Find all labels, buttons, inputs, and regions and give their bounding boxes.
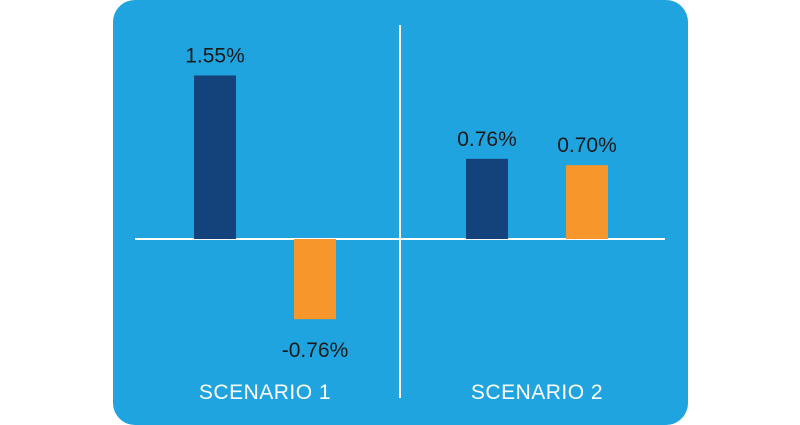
bar-series-1-scenario-1 <box>194 75 236 239</box>
bar-series-1-scenario-2 <box>466 158 508 239</box>
bar-series-2-scenario-1 <box>294 239 336 320</box>
bar-series-2-scenario-2 <box>566 165 608 239</box>
value-label-series-2-scenario-2: 0.70% <box>557 134 617 157</box>
value-label-series-2-scenario-1: -0.76% <box>282 339 349 362</box>
bars-layer <box>194 75 608 320</box>
category-label-scenario-2: SCENARIO 2 <box>471 381 603 404</box>
value-labels-layer: 1.55% 0.76% -0.76% 0.70% <box>185 44 617 362</box>
category-label-scenario-1: SCENARIO 1 <box>199 381 331 404</box>
value-label-series-1-scenario-1: 1.55% <box>185 44 245 67</box>
value-label-series-1-scenario-2: 0.76% <box>457 128 517 151</box>
